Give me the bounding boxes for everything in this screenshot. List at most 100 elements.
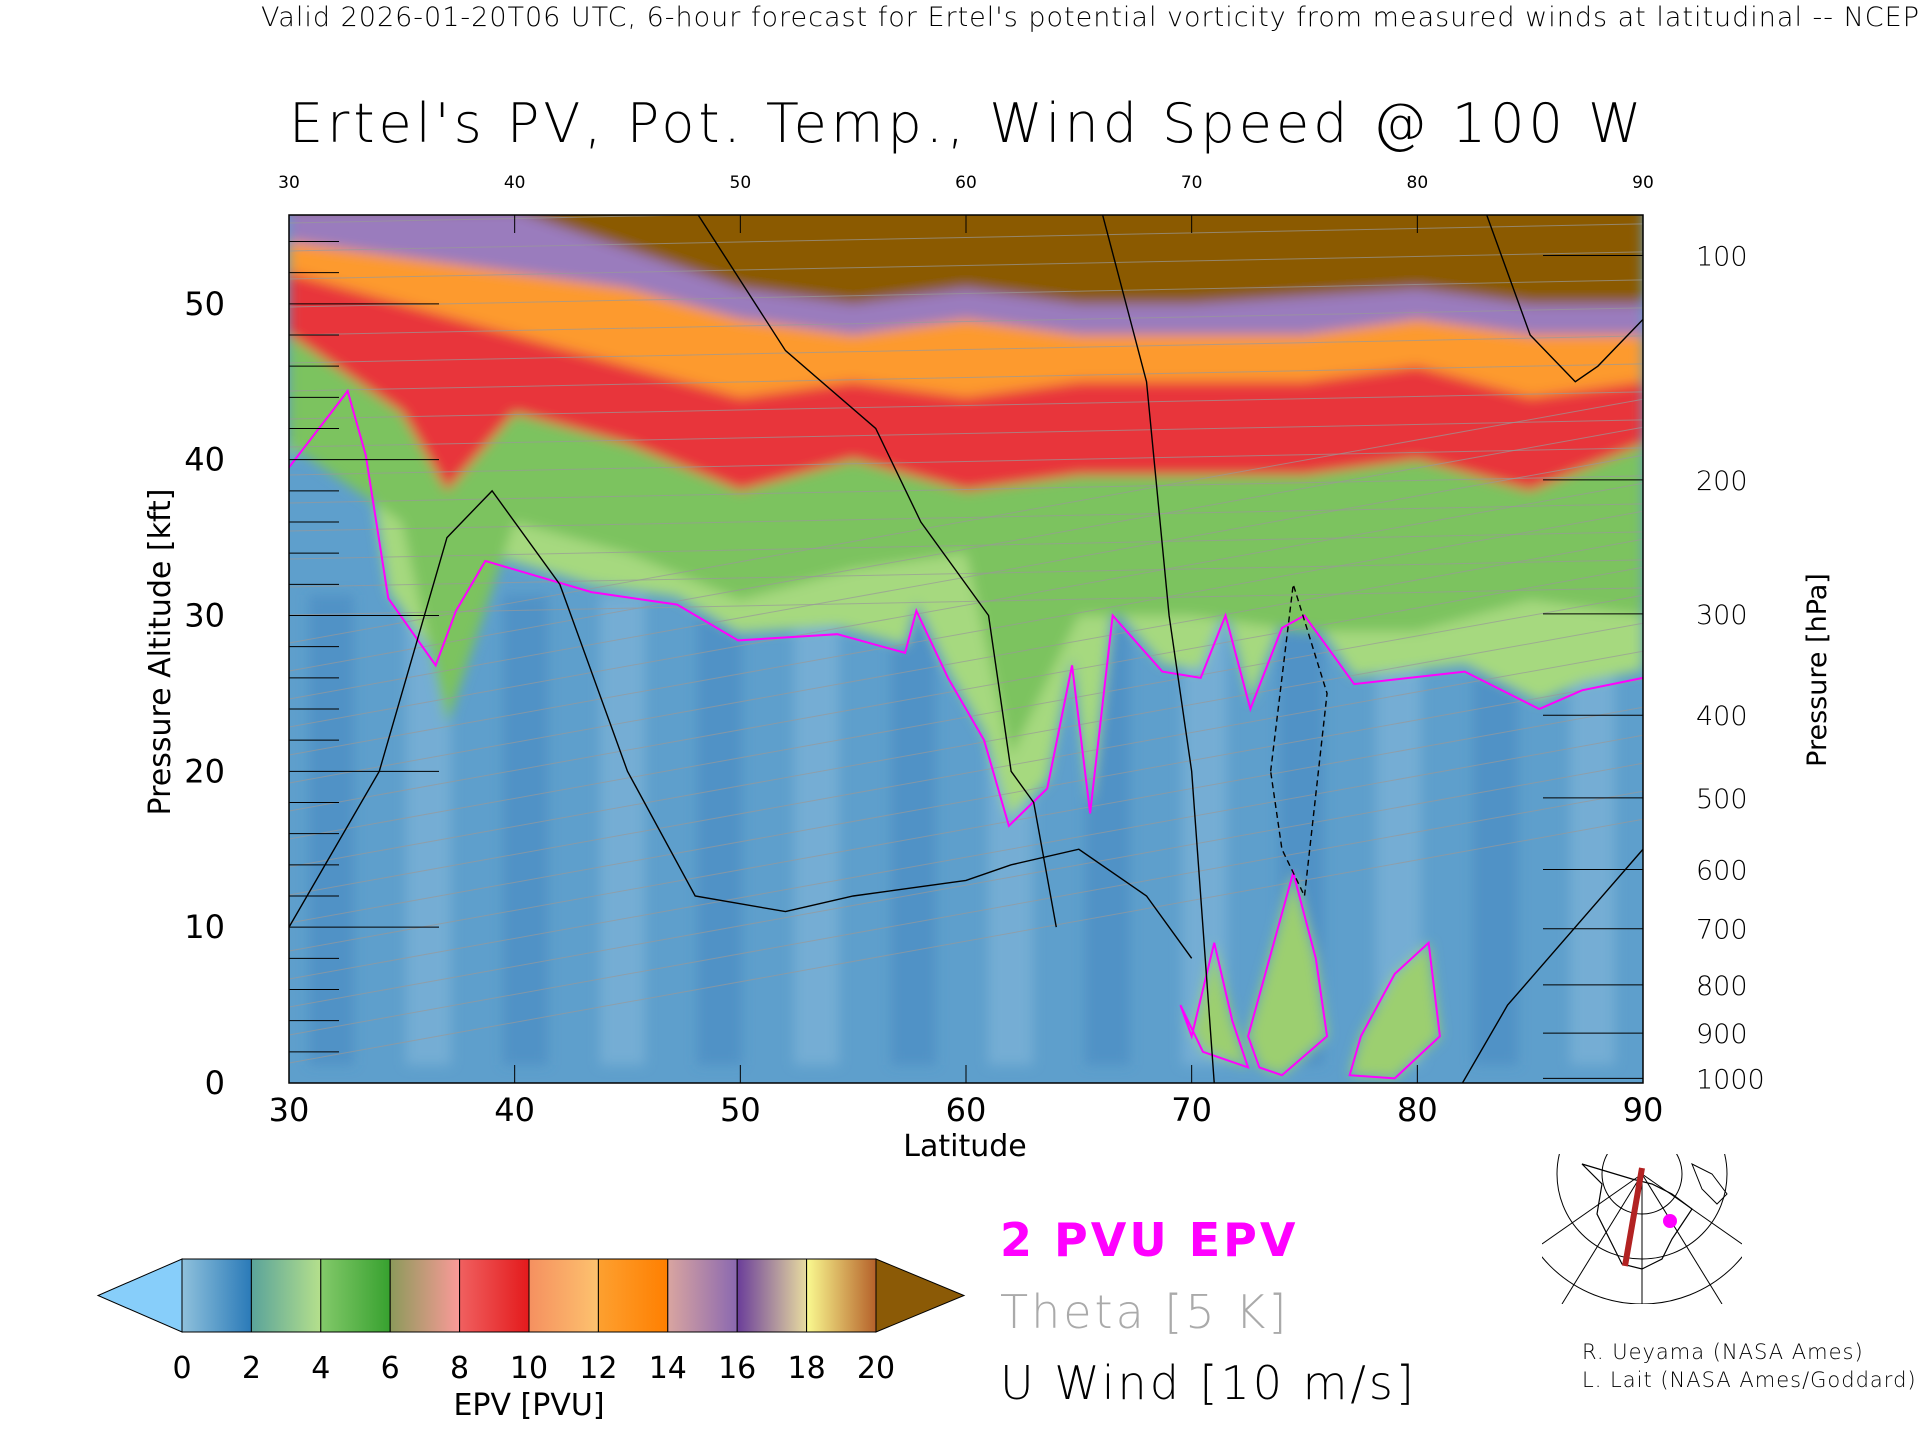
- pv-band-mottle: [697, 595, 742, 1065]
- theta-contour: [289, 762, 1643, 1008]
- y-axis-label: Pressure Altitude [kft]: [143, 489, 178, 816]
- y-tick-label: 40: [184, 441, 225, 479]
- colorbar-tick-label: 8: [450, 1351, 469, 1386]
- theta-contour: [289, 622, 1643, 868]
- x-tick-label-top: 50: [730, 173, 752, 193]
- theta-contour: [289, 566, 1643, 812]
- locator-map: [1542, 1154, 1742, 1304]
- colorbar-tick-label: 6: [381, 1351, 400, 1386]
- theta-contour: [289, 419, 1643, 448]
- y-tick-label: 50: [184, 285, 225, 323]
- legend-pv2: 2 PVU EPV: [1000, 1213, 1299, 1267]
- wind-contour: [697, 215, 1057, 928]
- y-tick-label: 10: [184, 908, 225, 946]
- x-tick-label-top: 90: [1632, 173, 1654, 193]
- colorbar-segment: [597, 1258, 669, 1333]
- colorbar-tick-label: 10: [510, 1351, 548, 1386]
- theta-contour: [289, 790, 1643, 1036]
- pv2-contour: [289, 388, 1643, 828]
- theta-contour: [289, 363, 1643, 392]
- pv2-contour-low: [1179, 942, 1250, 1070]
- x-tick-label: 40: [494, 1091, 535, 1129]
- low-level-pv-region: [1248, 872, 1328, 1076]
- x-tick-label: 80: [1397, 1091, 1438, 1129]
- pressure-tick-label: 1000: [1696, 1064, 1765, 1095]
- pressure-tick-label: 500: [1696, 784, 1748, 815]
- theta-contour: [289, 447, 1643, 476]
- colorbar-label: EPV [PVU]: [453, 1388, 604, 1423]
- legend-wind: U Wind [10 m/s]: [1000, 1356, 1417, 1410]
- pressure-tick-label: 800: [1696, 971, 1748, 1002]
- pressure-tick-label: 700: [1696, 915, 1748, 946]
- theta-contour: [289, 818, 1643, 1064]
- colorbar-tick-label: 12: [579, 1351, 617, 1386]
- credit-2: L. Lait (NASA Ames/Goddard): [1582, 1368, 1917, 1392]
- x-tick-label: 60: [946, 1091, 987, 1129]
- legend-theta: Theta [5 K]: [1000, 1285, 1290, 1339]
- x-tick-label: 30: [269, 1091, 310, 1129]
- theta-contour: [289, 475, 1643, 504]
- y-tick-label: 20: [184, 752, 225, 790]
- pv2-contour-low: [1348, 940, 1441, 1080]
- theta-contour: [289, 734, 1643, 980]
- x-tick-label-top: 30: [278, 173, 300, 193]
- colorbar-segment: [667, 1258, 738, 1333]
- theta-contour: [289, 426, 1643, 672]
- colorbar-tick-label: 18: [788, 1351, 826, 1386]
- y2-axis-label: Pressure [hPa]: [1802, 573, 1833, 767]
- pressure-tick-label: 400: [1696, 701, 1748, 732]
- wind-contour: [289, 489, 1193, 959]
- theta-contour: [289, 140, 1643, 167]
- colorbar-tick-label: 0: [172, 1351, 191, 1386]
- wind-contour: [1461, 848, 1643, 1083]
- colorbar-segment: [320, 1258, 391, 1333]
- y-tick-label: 0: [205, 1064, 225, 1102]
- wind-contour-negative: [1269, 584, 1328, 899]
- wind-contour: [1101, 215, 1215, 1083]
- colorbar-tick-label: 2: [242, 1351, 261, 1386]
- pv-band-mottle: [600, 595, 645, 1065]
- theta-contour: [289, 510, 1643, 756]
- colorbar-tick-label: 20: [857, 1351, 895, 1386]
- pressure-tick-label: 100: [1696, 242, 1748, 273]
- colorbar-segment: [250, 1258, 322, 1333]
- theta-contour: [289, 112, 1643, 139]
- colorbar-segment: [459, 1258, 530, 1333]
- pv-fill: [289, 215, 1643, 1079]
- theta-contour: [289, 706, 1643, 952]
- low-level-pv-region: [1180, 942, 1249, 1068]
- theta-contour: [289, 307, 1643, 336]
- pressure-tick-label: 200: [1696, 466, 1748, 497]
- theta-contour: [289, 531, 1643, 560]
- theta-contour: [289, 678, 1643, 924]
- transect-line: [1622, 1167, 1645, 1267]
- header-caption: Valid 2026-01-20T06 UTC, 6-hour forecast…: [260, 2, 1920, 33]
- pv-band-20: [528, 215, 1643, 304]
- low-level-pv-region: [1349, 942, 1440, 1079]
- x-tick-label-top: 40: [504, 173, 526, 193]
- theta-contour: [289, 454, 1643, 700]
- pv-band-mottle: [891, 595, 936, 1065]
- pv-band-mottle: [309, 595, 354, 1065]
- pressure-tick-label: 900: [1696, 1019, 1748, 1050]
- theta-contour: [289, 398, 1643, 644]
- theta-contour: [289, 594, 1643, 840]
- x-tick-label: 70: [1171, 1091, 1212, 1129]
- x-tick-label-top: 80: [1407, 173, 1429, 193]
- theta-contour: [289, 279, 1643, 308]
- theta-contour: [289, 251, 1643, 280]
- x-tick-label: 90: [1623, 1091, 1664, 1129]
- pv-band-mottle: [794, 595, 839, 1065]
- colorbar-segment: [736, 1258, 808, 1333]
- location-dot: [1663, 1214, 1677, 1228]
- pressure-tick-label: 600: [1696, 856, 1748, 887]
- pv-band-mottle: [503, 595, 548, 1065]
- x-axis-label: Latitude: [903, 1129, 1026, 1164]
- colorbar-segment: [389, 1258, 461, 1333]
- theta-contour: [289, 538, 1643, 784]
- theta-contour: [289, 559, 1643, 588]
- colorbar-tick-label: 16: [718, 1351, 756, 1386]
- theta-contour: [289, 335, 1643, 364]
